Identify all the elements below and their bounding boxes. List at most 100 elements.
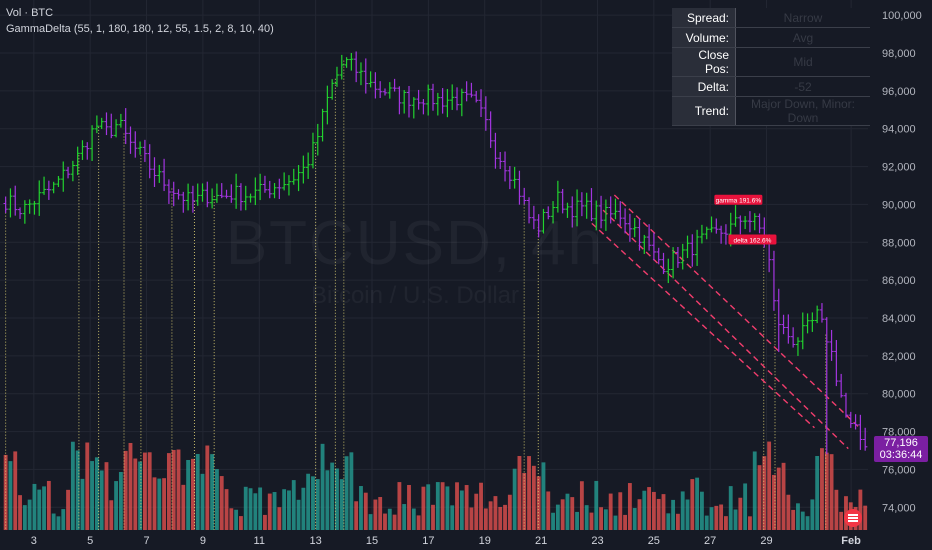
time-tick-label: 3 <box>31 535 37 547</box>
volume-bar <box>42 486 46 530</box>
volume-bar <box>551 512 555 530</box>
volume-bar <box>104 462 109 530</box>
volume-bar <box>94 457 99 530</box>
volume-bar <box>728 486 733 530</box>
time-tick-label: 19 <box>479 535 491 547</box>
volume-bar <box>666 513 671 530</box>
volume-bar <box>162 478 167 530</box>
chart-logo-icon[interactable] <box>844 509 862 527</box>
info-key: Spread: <box>672 8 736 28</box>
volume-bar <box>469 507 474 530</box>
volume-bar <box>296 499 301 530</box>
volume-bar <box>272 492 277 530</box>
volume-bar <box>383 513 387 530</box>
volume-bar <box>8 461 13 530</box>
volume-bar <box>339 479 344 530</box>
volume-bar <box>690 479 695 530</box>
volume-bar <box>387 508 392 530</box>
volume-bar <box>579 481 584 530</box>
price-tick-label: 98,000 <box>882 48 916 60</box>
indicator-legend[interactable]: GammaDelta (55, 1, 180, 180, 12, 55, 1.5… <box>6 23 274 35</box>
volume-bar <box>234 509 239 530</box>
volume-bar <box>142 452 147 530</box>
volume-bar <box>190 458 195 530</box>
volume-bar <box>618 492 623 530</box>
volume-bar <box>752 451 757 530</box>
volume-bar <box>210 454 215 530</box>
volume-bar <box>724 516 728 530</box>
volume-bar <box>584 505 589 530</box>
volume-legend[interactable]: Vol · BTC <box>6 7 54 19</box>
volume-bar <box>498 506 503 530</box>
legend-header: Vol · BTC GammaDelta (55, 1, 180, 180, 1… <box>6 5 274 37</box>
signal-label-box <box>728 234 777 245</box>
volume-bar <box>291 480 296 530</box>
volume-bar <box>215 469 219 530</box>
volume-bar <box>411 508 416 530</box>
volume-bar <box>743 483 748 530</box>
volume-bar <box>70 441 75 530</box>
volume-bar <box>541 462 546 530</box>
volume-bar <box>330 462 335 530</box>
volume-bar <box>277 507 282 530</box>
price-tick-label: 78,000 <box>882 427 916 439</box>
volume-bar <box>675 513 680 530</box>
volume-bar <box>815 456 820 530</box>
volume-bar <box>287 490 291 530</box>
info-value: Mid <box>735 47 870 77</box>
volume-bar <box>421 486 426 530</box>
volume-bar <box>603 509 608 530</box>
info-row-spread: Spread: Narrow <box>672 8 870 28</box>
time-axis[interactable]: 3 5 7 9 11 13 15 17 19 21 23 25 27 29 Feb <box>31 535 861 547</box>
volume-bars <box>3 441 868 530</box>
volume-bar <box>75 450 80 530</box>
volume-bar <box>56 516 61 530</box>
volume-bar <box>570 497 575 530</box>
volume-bar <box>647 487 652 530</box>
signal-guide-lines <box>5 60 827 530</box>
volume-bar <box>810 499 815 530</box>
volume-bar <box>704 515 709 530</box>
volume-bar <box>373 499 378 530</box>
time-tick-label: Feb <box>841 535 861 547</box>
volume-bar <box>791 509 796 530</box>
volume-bar <box>560 499 565 530</box>
price-axis[interactable]: 74,000 76,000 78,000 80,000 82,000 84,000 86,0… <box>882 10 922 514</box>
volume-bar <box>517 455 522 530</box>
volume-bar <box>781 462 786 530</box>
time-tick-label: 5 <box>87 535 93 547</box>
volume-bar <box>829 454 834 530</box>
volume-bar <box>176 449 181 530</box>
volume-bar <box>858 489 863 530</box>
volume-bar <box>435 482 440 530</box>
volume-bar <box>767 441 772 530</box>
time-tick-label: 7 <box>143 535 149 547</box>
time-tick-label: 23 <box>591 535 603 547</box>
volume-bar <box>224 489 229 530</box>
time-tick-label: 13 <box>310 535 322 547</box>
signal-label-text: delta 162.6% <box>733 237 771 244</box>
volume-bar <box>796 503 800 530</box>
volume-bar <box>392 514 397 530</box>
volume-bar <box>320 443 325 530</box>
volume-bar <box>512 468 517 530</box>
time-tick-label: 21 <box>535 535 547 547</box>
volume-bar <box>248 488 253 530</box>
volume-bar <box>258 487 263 530</box>
time-tick-label: 29 <box>760 535 772 547</box>
volume-bar <box>786 494 791 530</box>
info-value: -52 <box>735 76 870 97</box>
volume-bar <box>66 489 70 530</box>
volume-bar <box>407 484 411 530</box>
volume-bar <box>128 442 133 530</box>
volume-bar <box>637 499 642 530</box>
volume-bar <box>431 504 435 530</box>
volume-bar <box>575 511 579 530</box>
volume-bar <box>555 504 560 530</box>
volume-bar <box>27 499 32 530</box>
price-tick-label: 100,000 <box>882 10 922 22</box>
volume-bar <box>416 515 421 530</box>
volume-bar <box>426 484 431 530</box>
volume-bar <box>147 452 152 530</box>
